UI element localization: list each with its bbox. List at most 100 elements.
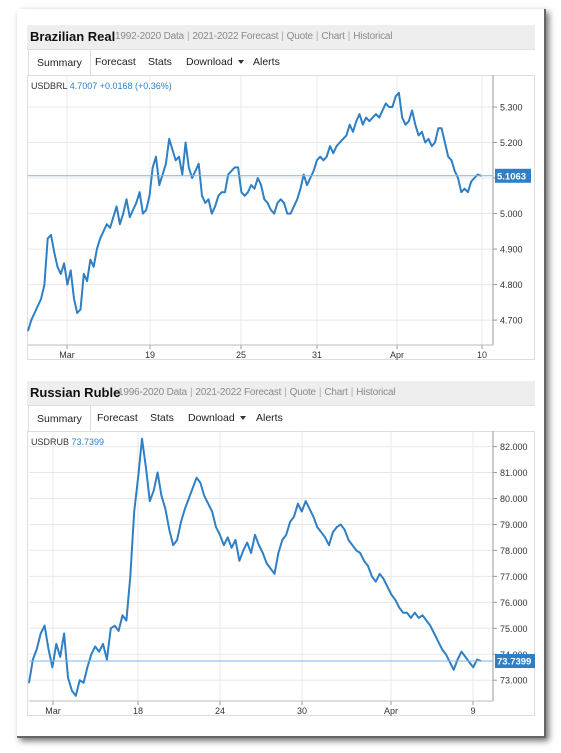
data-point — [306, 184, 308, 186]
tab-alerts[interactable]: Alerts — [256, 412, 283, 424]
data-point — [368, 120, 370, 122]
data-point — [63, 262, 65, 264]
data-point — [378, 117, 380, 119]
tab-stats[interactable]: Stats — [148, 56, 172, 68]
data-point — [365, 117, 367, 119]
data-point — [270, 209, 272, 211]
data-point — [211, 213, 213, 215]
tab-download[interactable]: Download — [186, 49, 244, 75]
data-point — [238, 560, 240, 562]
link-forecast[interactable]: 2021-2022 Forecast — [195, 387, 282, 398]
data-point — [445, 653, 447, 655]
widget-header: Russian Ruble 1996-2020 Data | 2021-2022 F… — [27, 381, 535, 406]
data-point — [431, 145, 433, 147]
data-point — [281, 539, 283, 541]
tab-download[interactable]: Download — [188, 405, 246, 431]
tab-bar: Summary Forecast Stats Download Alerts — [27, 405, 535, 433]
link-chart[interactable]: Chart — [321, 31, 345, 42]
data-point — [145, 466, 147, 468]
y-tick-label: 79.000 — [500, 520, 528, 530]
tab-forecast[interactable]: Forecast — [97, 412, 138, 424]
tab-forecast[interactable]: Forecast — [95, 56, 136, 68]
data-point — [437, 640, 439, 642]
y-tick-label: 75.000 — [500, 624, 528, 634]
data-point — [470, 181, 472, 183]
data-point — [473, 177, 475, 179]
tab-stats[interactable]: Stats — [150, 412, 174, 424]
data-point — [234, 166, 236, 168]
data-point — [165, 163, 167, 165]
data-point — [398, 92, 400, 94]
data-point — [196, 477, 198, 479]
data-point — [32, 658, 34, 661]
data-point — [198, 163, 200, 165]
x-tick-label: 19 — [145, 350, 155, 360]
data-point — [149, 500, 151, 502]
y-tick-label: 73.000 — [500, 676, 528, 686]
data-point — [468, 661, 470, 663]
data-point — [472, 666, 474, 668]
data-point — [383, 578, 385, 580]
widget-header: Brazilian Real 1992-2020 Data | 2021-2022 … — [27, 25, 535, 50]
usdrub-chart[interactable]: 82.000 81.000 80.000 79.000 78.000 77.000 76.0… — [27, 431, 535, 716]
data-point — [410, 617, 412, 619]
link-data[interactable]: 1996-2020 Data — [118, 387, 187, 398]
data-point — [345, 134, 347, 136]
data-point — [476, 658, 478, 661]
link-forecast[interactable]: 2021-2022 Forecast — [192, 31, 279, 42]
data-point — [332, 152, 334, 154]
data-point — [211, 510, 213, 513]
usdbrl-chart[interactable]: 5.3005.2005.1005.0004.9004.8004.700Mar19… — [27, 75, 535, 360]
data-point — [309, 177, 311, 179]
chart-frame — [27, 431, 535, 716]
data-point — [427, 138, 430, 140]
data-point — [433, 632, 435, 635]
data-point — [86, 280, 88, 282]
data-point — [132, 209, 134, 211]
brazilian-real-widget: Brazilian Real 1992-2020 Data | 2021-2022 … — [27, 25, 535, 360]
data-point — [250, 184, 252, 186]
widget-title: Brazilian Real — [30, 29, 116, 44]
data-point — [191, 177, 193, 179]
data-point — [227, 173, 229, 176]
tab-summary[interactable]: Summary — [28, 49, 91, 77]
data-point — [320, 531, 322, 533]
y-tick-label: 77.000 — [500, 572, 528, 582]
link-chart[interactable]: Chart — [324, 387, 348, 398]
data-point — [242, 549, 244, 551]
data-point — [51, 666, 53, 668]
data-point — [175, 159, 177, 161]
link-historical[interactable]: Historical — [353, 31, 393, 42]
link-data[interactable]: 1992-2020 Data — [115, 31, 184, 42]
data-point — [148, 195, 151, 197]
data-point — [418, 617, 420, 619]
data-point — [102, 643, 104, 645]
quote-label: USDRUB 73.7399 — [31, 437, 104, 447]
tab-alerts[interactable]: Alerts — [253, 56, 280, 68]
price-tag-label: 73.7399 — [497, 657, 531, 668]
x-tick-label: 24 — [215, 706, 225, 716]
data-point — [273, 213, 275, 215]
x-tick-label: 10 — [477, 350, 487, 360]
link-quote[interactable]: Quote — [286, 31, 313, 42]
data-point — [254, 534, 256, 536]
data-point — [152, 166, 154, 168]
data-point — [299, 188, 302, 190]
quote-price: 73.7399 — [72, 437, 105, 447]
data-point — [204, 202, 206, 204]
data-point — [244, 195, 246, 197]
data-point — [457, 177, 459, 179]
data-point — [324, 536, 326, 538]
data-point — [44, 625, 46, 627]
data-point — [355, 120, 357, 122]
data-point — [224, 191, 226, 193]
tab-summary[interactable]: Summary — [28, 405, 91, 433]
link-historical[interactable]: Historical — [356, 387, 396, 398]
data-point — [89, 259, 91, 261]
data-point — [168, 138, 170, 140]
data-point — [411, 109, 413, 112]
y-tick-label: 4.800 — [500, 280, 523, 290]
link-quote[interactable]: Quote — [289, 387, 316, 398]
y-tick-label: 5.300 — [500, 102, 523, 112]
quote-price: 4.7007 — [70, 81, 100, 91]
